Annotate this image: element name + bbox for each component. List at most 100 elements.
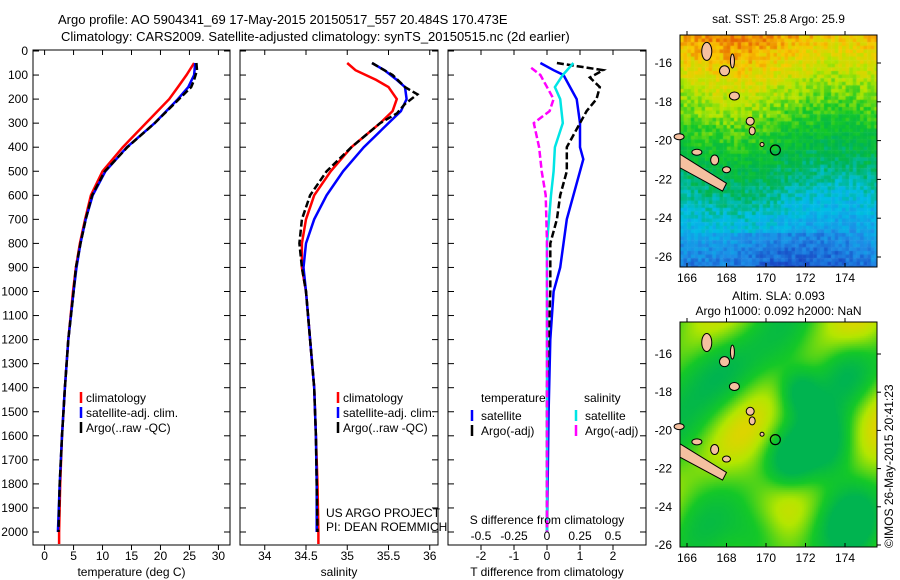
lat-tick-label: -22 — [655, 172, 673, 186]
s-tick-label: -0.25 — [500, 529, 528, 543]
title-line-2: Climatology: CARS2009. Satellite-adjuste… — [61, 29, 570, 44]
x-tick-label: 34 — [258, 549, 272, 563]
series-line-temperature-satellite — [539, 61, 585, 533]
x-tick-label: 1 — [577, 549, 584, 563]
island — [745, 406, 755, 416]
x-tick-label: 25 — [183, 549, 197, 563]
panel-frame — [239, 49, 439, 546]
x-tick-label: -1 — [509, 549, 520, 563]
lat-tick-label: -18 — [655, 95, 673, 109]
argo-position-marker — [769, 434, 781, 446]
island — [729, 53, 735, 69]
lat-tick-label: -20 — [655, 423, 673, 437]
y-tick-label: 300 — [8, 116, 28, 130]
x-tick-label: 35 — [341, 549, 355, 563]
island — [759, 141, 765, 147]
island — [710, 444, 720, 455]
x-tick-label: 2 — [610, 549, 617, 563]
x-axis-label: salinity — [321, 565, 358, 579]
argo-position-marker — [769, 144, 781, 156]
series-line-salinity-argo-adj- — [530, 66, 555, 532]
lat-tick-label: -18 — [655, 385, 673, 399]
legend-label: satellite-adj. clim. — [86, 406, 178, 420]
y-tick-label: 0 — [21, 44, 28, 58]
s-tick-label: 0 — [544, 529, 551, 543]
y-tick-label: 1800 — [1, 477, 28, 491]
x-tick-label: 30 — [212, 549, 226, 563]
island — [722, 166, 731, 174]
island — [748, 416, 756, 426]
y-tick-label: 800 — [8, 236, 28, 250]
island — [710, 154, 720, 166]
y-tick-label: 1100 — [2, 309, 28, 323]
series-line-argo-raw-qc- — [57, 62, 199, 533]
lon-tick-label: 172 — [795, 271, 815, 285]
timestamp-stamp: ©IMOS 26-May-2015 20:41:23 — [882, 384, 896, 548]
island — [673, 133, 685, 141]
map-title: Altim. SLA: 0.093 — [732, 289, 825, 303]
y-tick-label: 1700 — [1, 453, 28, 467]
map-frame — [679, 34, 878, 268]
island — [691, 438, 703, 446]
island — [729, 344, 735, 360]
lon-tick-label: 166 — [677, 271, 697, 285]
legend-label: climatology — [86, 391, 146, 405]
s-tick-label: 0.5 — [605, 529, 622, 543]
y-tick-label: 1900 — [1, 501, 28, 515]
x-tick-label: 0 — [41, 549, 48, 563]
legend-label: Argo(-adj) — [585, 424, 638, 438]
legend-label: satellite — [481, 409, 522, 423]
new-caledonia-island — [679, 153, 728, 192]
legend-label: satellite — [585, 409, 626, 423]
s-tick-label: 0.25 — [568, 529, 592, 543]
y-tick-label: 900 — [8, 260, 28, 274]
lat-tick-label: -24 — [655, 211, 673, 225]
island — [701, 333, 713, 353]
y-tick-label: 1500 — [1, 405, 28, 419]
island — [748, 126, 756, 136]
lon-tick-label: 170 — [756, 551, 776, 565]
island — [691, 148, 703, 156]
lon-tick-label: 168 — [716, 551, 736, 565]
island — [728, 91, 740, 101]
lat-tick-label: -22 — [655, 462, 673, 476]
map-title: sat. SST: 25.8 Argo: 25.9 — [712, 12, 845, 26]
y-tick-label: 600 — [8, 188, 28, 202]
y-tick-label: 1200 — [1, 333, 28, 347]
y-tick-label: 1000 — [1, 285, 28, 299]
series-line-salinity-satellite — [545, 62, 575, 532]
y-tick-label: 100 — [8, 68, 28, 82]
x-tick-label: 0 — [544, 549, 551, 563]
new-caledonia-island — [679, 442, 728, 481]
island — [673, 423, 685, 431]
y-tick-label: 2000 — [1, 525, 28, 539]
island — [759, 431, 765, 437]
island — [719, 356, 731, 368]
x-tick-label: 5 — [70, 549, 77, 563]
lon-tick-label: 166 — [677, 551, 697, 565]
x-tick-label: 20 — [154, 549, 168, 563]
lat-tick-label: -26 — [655, 250, 673, 264]
y-tick-label: 1300 — [1, 357, 28, 371]
y-tick-label: 400 — [8, 140, 28, 154]
y-tick-label: 700 — [8, 212, 28, 226]
lon-tick-label: 168 — [716, 271, 736, 285]
legend-label: Argo(-adj) — [481, 424, 534, 438]
lat-tick-label: -20 — [655, 134, 673, 148]
y-tick-label: 500 — [8, 164, 28, 178]
pi-text: PI: DEAN ROEMMICH — [326, 520, 447, 534]
lon-tick-label: 174 — [835, 271, 855, 285]
series-line-temperature-argo-adj- — [545, 61, 607, 532]
lon-tick-label: 172 — [795, 551, 815, 565]
x-tick-label: 10 — [96, 549, 110, 563]
legend-label: Argo(..raw -QC) — [343, 421, 428, 435]
s-tick-label: -0.5 — [471, 529, 492, 543]
lon-tick-label: 174 — [835, 551, 855, 565]
legend-label: satellite-adj. clim. — [343, 406, 435, 420]
island — [722, 455, 731, 463]
island — [745, 116, 755, 126]
lat-tick-label: -16 — [655, 347, 673, 361]
